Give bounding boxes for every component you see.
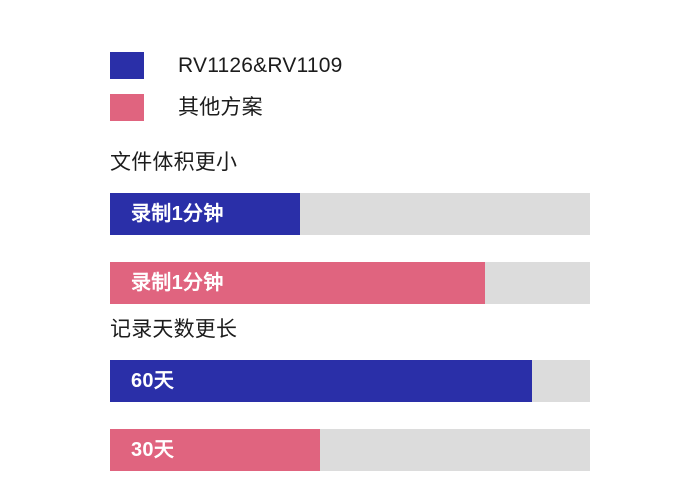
bar-label-file-size-other: 录制1分钟 [131,272,224,294]
legend-item-rv1126: RV1126&RV1109 [110,44,343,86]
bar-fill-file-size-rv1126: 录制1分钟 [110,193,301,235]
bar-label-file-size-rv1126: 录制1分钟 [131,203,224,225]
bar-track-record-days-rv1126: 60天 [110,360,590,402]
bar-track-file-size-other: 录制1分钟 [110,262,590,304]
bar-label-record-days-rv1126: 60天 [131,370,175,392]
legend-item-other: 其他方案 [110,86,343,128]
group-title-file-size: 文件体积更小 [110,151,238,174]
legend-label-rv1126: RV1126&RV1109 [178,53,343,77]
bar-track-file-size-rv1126: 录制1分钟 [110,193,590,235]
bar-fill-record-days-other: 30天 [110,429,321,471]
bar-track-record-days-other: 30天 [110,429,590,471]
legend-label-other: 其他方案 [178,95,263,119]
bar-label-record-days-other: 30天 [131,439,175,461]
bar-fill-file-size-other: 录制1分钟 [110,262,485,304]
legend-swatch-blue-icon [110,51,144,79]
group-title-record-days: 记录天数更长 [110,318,238,341]
bar-fill-record-days-rv1126: 60天 [110,360,532,402]
chart-legend: RV1126&RV1109 其他方案 [110,44,343,128]
legend-swatch-pink-icon [110,93,144,121]
